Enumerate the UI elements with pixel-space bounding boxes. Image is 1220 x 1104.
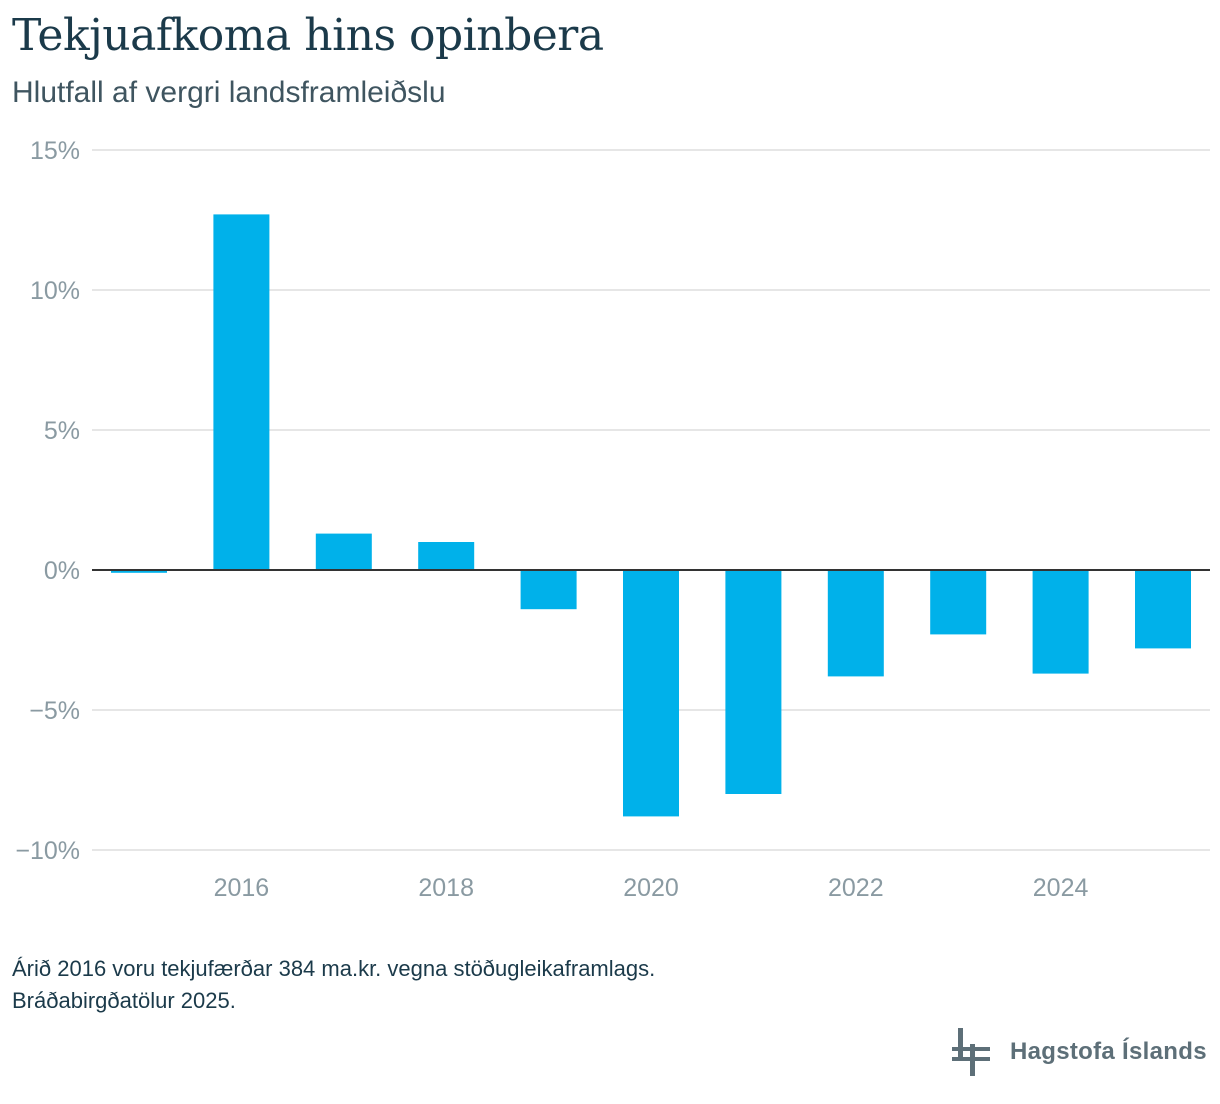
bar-2022	[827, 570, 884, 677]
bar-chart: 15% 10% 5% 0% −5% −10% 2016 2018 2020 2022 2024	[15, 137, 1210, 902]
x-tick-label: 2020	[623, 874, 679, 902]
y-tick-label: 15%	[30, 137, 80, 165]
y-tick-label: 0%	[44, 557, 80, 585]
x-tick-label: 2018	[418, 874, 474, 902]
y-tick-label: 10%	[30, 277, 80, 305]
footnote-preliminary: Bráðabirgðatölur 2025.	[12, 988, 236, 1013]
hagstofa-logo-icon	[952, 1028, 990, 1076]
bar-2020	[623, 570, 679, 817]
grid-lines	[92, 149, 1210, 851]
chart-title: Tekjuafkoma hins opinbera	[12, 10, 604, 61]
bar-2023	[930, 570, 987, 635]
bar-2017	[315, 533, 372, 570]
footnote-stability-contribution: Árið 2016 voru tekjufærðar 384 ma.kr. ve…	[12, 956, 656, 981]
bar-2019	[520, 570, 577, 610]
bar-2018	[418, 542, 475, 570]
chart-subtitle: Hlutfall af vergri landsframleiðslu	[12, 76, 446, 109]
y-tick-label: 5%	[44, 417, 80, 445]
bars	[111, 214, 1191, 817]
bar-2024	[1032, 570, 1089, 674]
y-tick-label: −10%	[15, 837, 80, 865]
x-tick-label: 2024	[1033, 874, 1089, 902]
x-tick-label: 2022	[828, 874, 884, 902]
x-axis-ticks: 2016 2018 2020 2022 2024	[214, 874, 1089, 902]
bar-2016	[213, 214, 270, 570]
bar-2015	[111, 570, 167, 573]
logo-text: Hagstofa Íslands	[1010, 1038, 1207, 1065]
y-tick-label: −5%	[29, 697, 80, 725]
x-tick-label: 2016	[214, 874, 270, 902]
hagstofa-logo: Hagstofa Íslands	[952, 1026, 1207, 1078]
bar-2021	[725, 570, 782, 794]
bar-2025	[1135, 570, 1191, 649]
y-axis-ticks: 15% 10% 5% 0% −5% −10%	[15, 137, 80, 865]
